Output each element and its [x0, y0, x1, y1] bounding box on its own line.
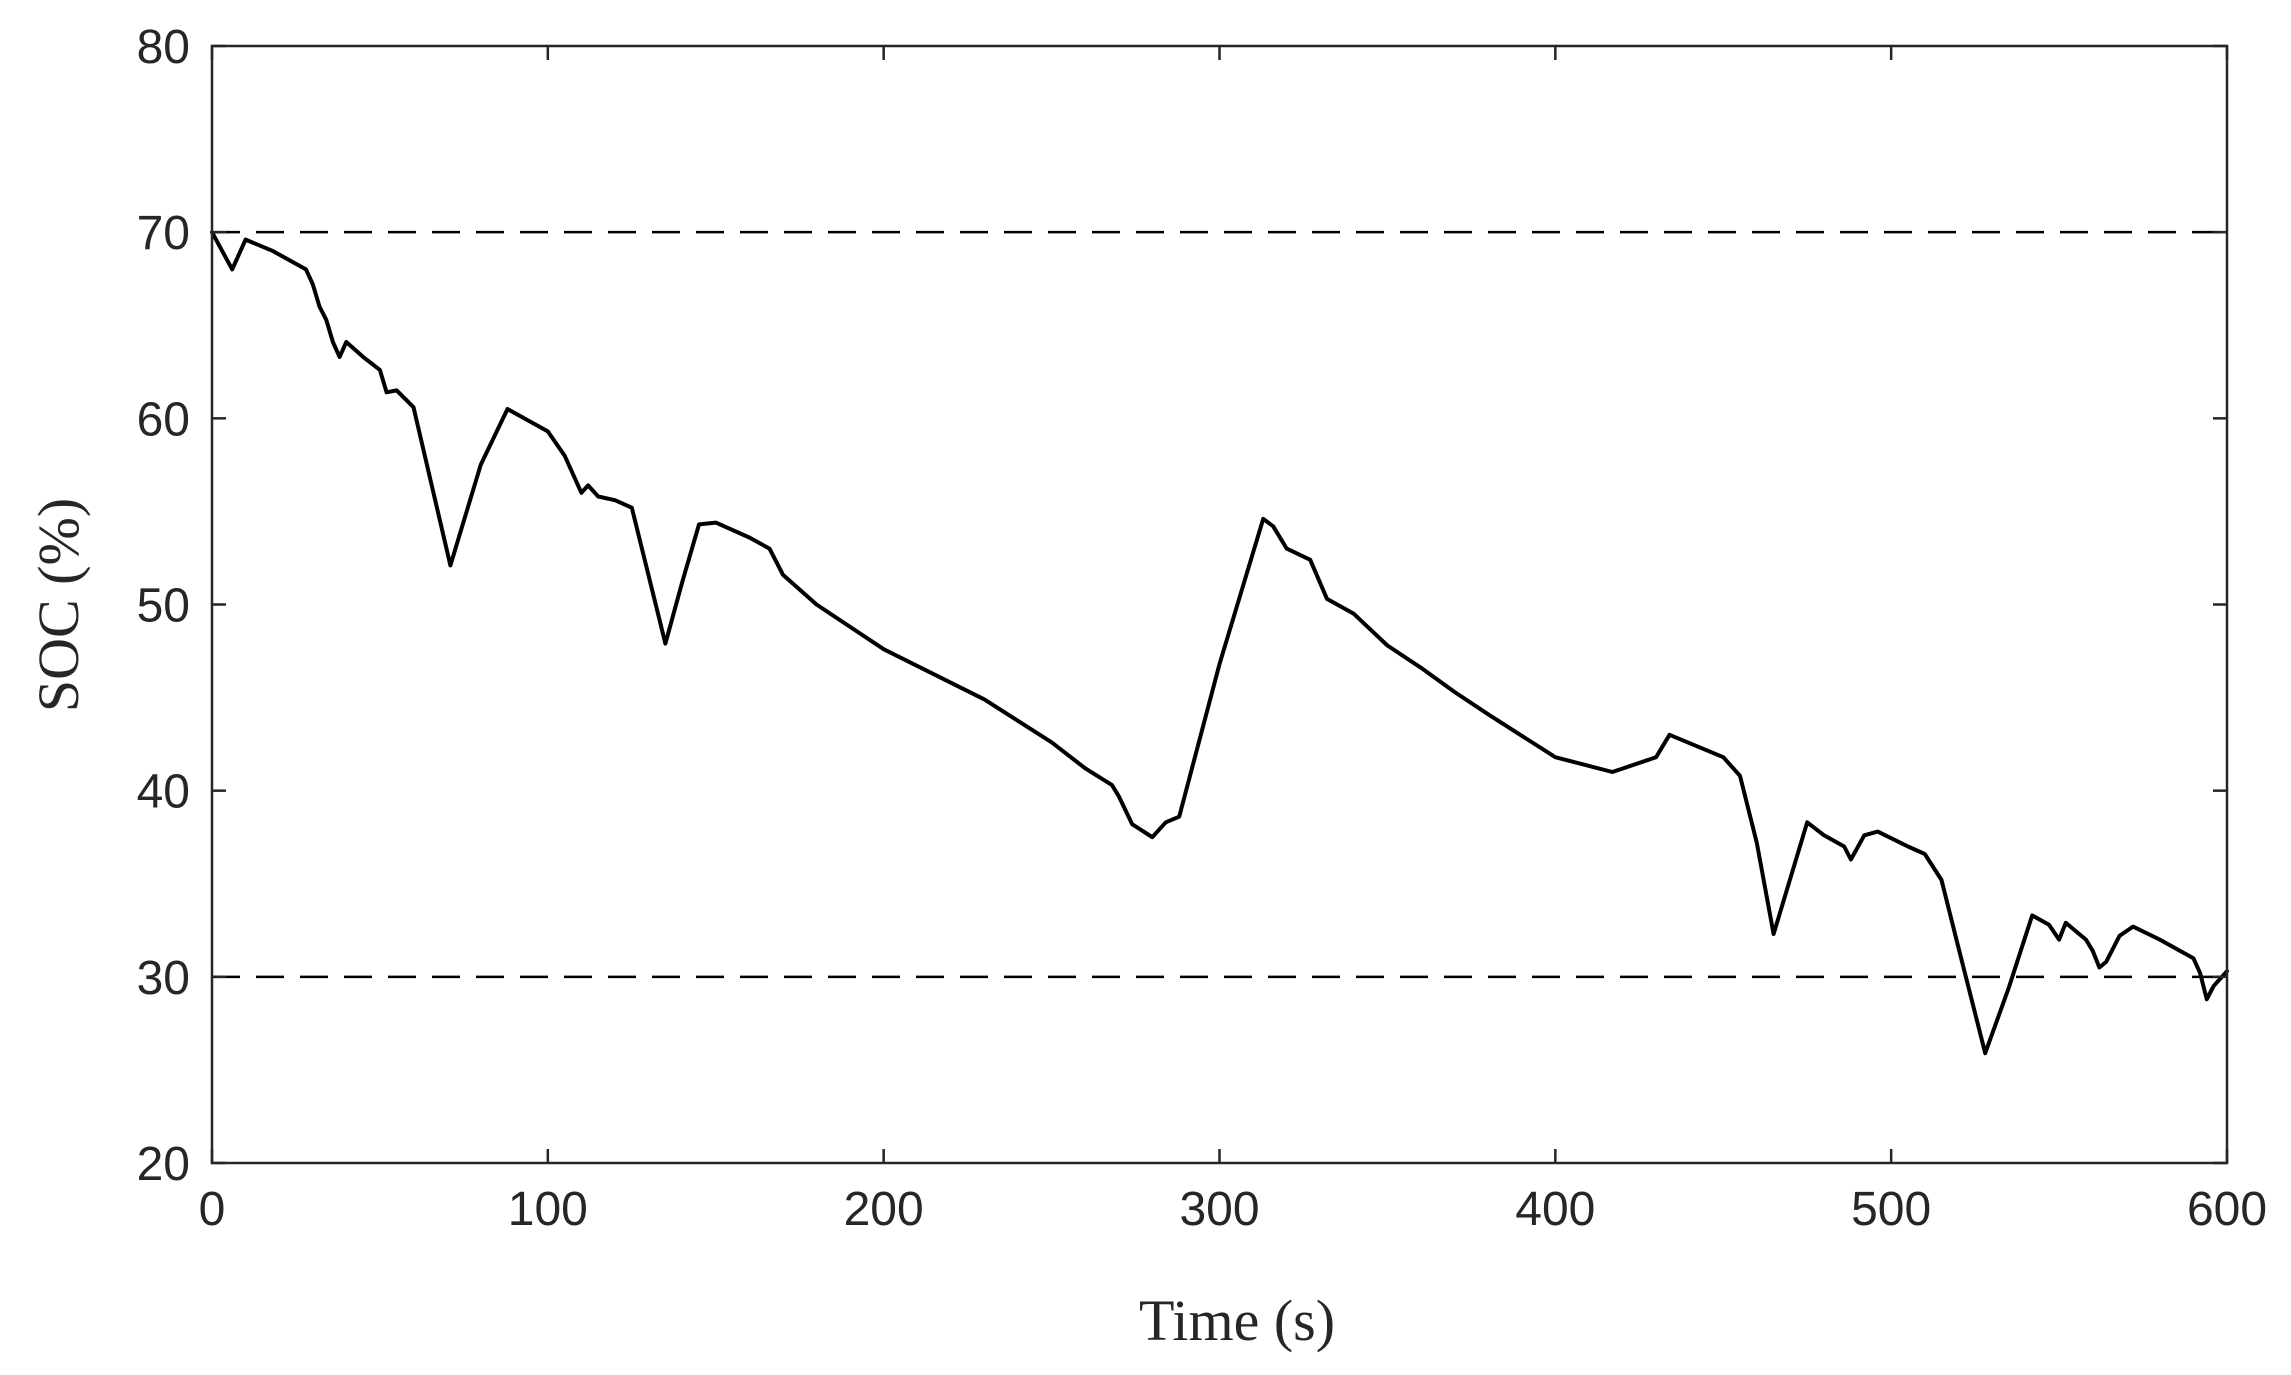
y-tick-label: 60	[137, 393, 190, 446]
y-tick-label: 80	[137, 21, 190, 74]
axes-frame	[210, 44, 2229, 1165]
y-tick-label: 20	[137, 1138, 190, 1191]
y-axis-title: SOC (%)	[26, 498, 91, 712]
x-tick-label: 600	[2187, 1183, 2267, 1236]
y-tick-label: 50	[137, 580, 190, 633]
x-tick-label: 500	[1851, 1183, 1931, 1236]
series-line-0	[210, 230, 2229, 1056]
y-tick-label: 70	[137, 207, 190, 260]
x-axis-title: Time (s)	[1139, 1288, 1335, 1353]
plot-layer	[210, 230, 2229, 1056]
x-tick-label: 100	[508, 1183, 588, 1236]
x-tick-label: 200	[844, 1183, 924, 1236]
y-tick-label: 40	[137, 766, 190, 819]
x-tick-label: 400	[1515, 1183, 1595, 1236]
y-tick-label: 30	[137, 952, 190, 1005]
x-tick-label: 300	[1179, 1183, 1259, 1236]
x-tick-label: 0	[199, 1183, 226, 1236]
axis-layer: 0 100 200 300 400 500 600 20 30 40 50 60 70 80	[137, 21, 2267, 1236]
